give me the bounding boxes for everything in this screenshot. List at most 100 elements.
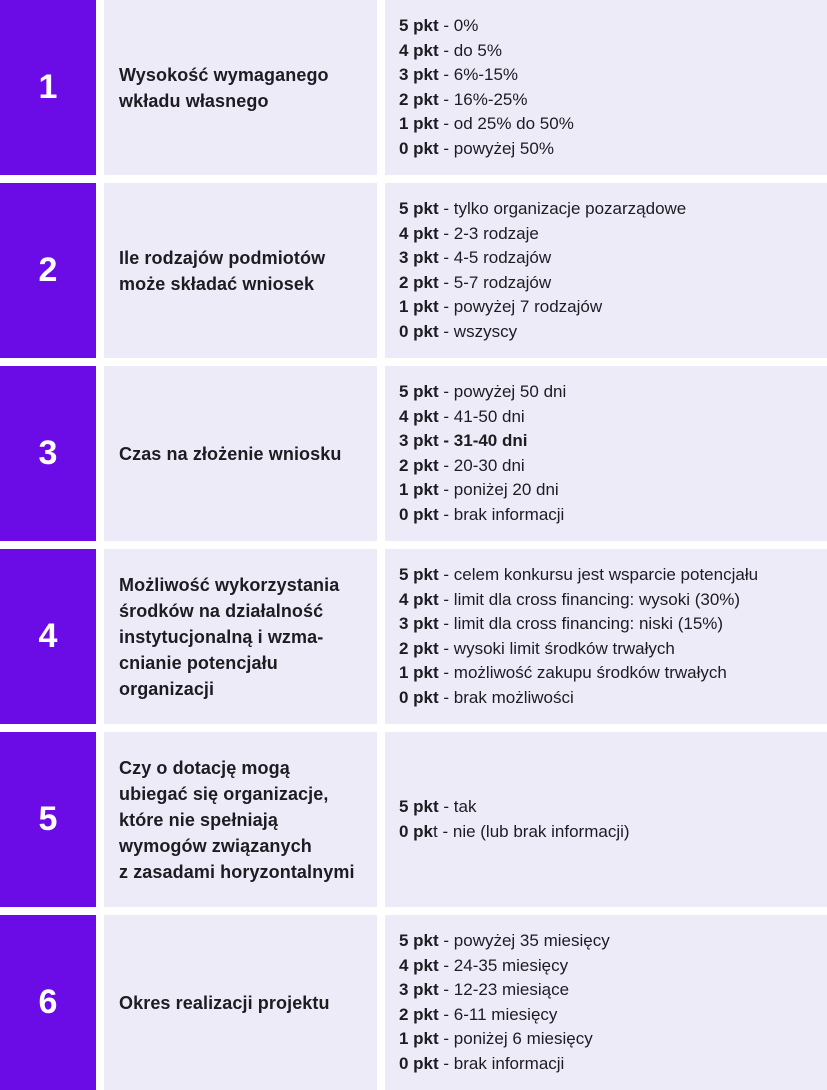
points-list: 5 pkt - powyżej 35 miesięcy 4 pkt - 24-3… [399,929,823,1076]
point-label: 2 pkt [399,1004,439,1024]
point-label: 3 pkt - 31-40 dni [399,431,528,450]
point-label: 3 pkt [399,614,439,633]
point-label: 3 pkt [399,248,439,267]
point-text: - limit dla cross financing: wysoki (30%… [438,589,741,609]
criterion-label: Czas na złożenie wniosku [119,443,342,464]
point-label: 0 pkt [399,687,439,707]
point-label: 5 pkt [399,931,439,950]
points-cell: 5 pkt - tak 0 pkt - nie (lub brak inform… [385,732,827,907]
row-number-cell: 5 [0,732,96,907]
point-text: - 6-11 miesięcy [438,1004,558,1024]
criterion-cell: Okres realizacji projektu [104,915,377,1090]
point-line: 1 pkt - poniżej 6 miesięcy [399,1027,823,1052]
point-line: 1 pkt - od 25% do 50% [399,112,823,137]
points-list: 5 pkt - 0% 4 pkt - do 5% 3 pkt - 6%-15% … [399,14,823,161]
point-line: 3 pkt - 31-40 dni [399,429,823,454]
point-text: - 6%-15% [438,65,519,84]
point-text: - powyżej 7 rodzajów [438,297,603,316]
point-label: 5 pkt [399,16,439,35]
point-text: - do 5% [438,40,502,60]
row-number: 2 [38,251,58,289]
point-label: 4 pkt [399,589,439,609]
point-text: - 20-30 dni [438,455,525,475]
row-number: 1 [38,68,58,106]
point-label: 4 pkt [399,223,439,243]
point-line: 3 pkt - 12-23 miesiące [399,978,823,1003]
point-text: - 5-7 rodzajów [438,272,552,292]
point-line: 3 pkt - limit dla cross financing: niski… [399,612,823,637]
point-label: 5 pkt [399,199,439,218]
point-text: - brak informacji [438,1053,565,1073]
point-text: - 12-23 miesiące [438,980,570,999]
points-cell: 5 pkt - 0% 4 pkt - do 5% 3 pkt - 6%-15% … [385,0,827,175]
point-text: - od 25% do 50% [438,114,574,133]
point-text: - powyżej 50% [438,138,554,158]
row-number: 4 [38,617,58,655]
point-line: 2 pkt - 5-7 rodzajów [399,271,823,296]
point-label: 0 pkt [399,138,439,158]
point-line: 3 pkt - 6%-15% [399,63,823,88]
point-line: 0 pkt - brak informacji [399,503,823,528]
point-text: - poniżej 6 miesięcy [438,1029,593,1048]
row-number: 6 [38,983,58,1021]
point-label: 3 pkt [399,980,439,999]
point-text: - brak możliwości [438,687,574,707]
criterion-label: Okres realizacji projektu [119,992,330,1013]
point-line: 4 pkt - limit dla cross financing: wysok… [399,588,823,613]
points-cell: 5 pkt - powyżej 50 dni 4 pkt - 41-50 dni… [385,366,827,541]
points-cell: 5 pkt - powyżej 35 miesięcy 4 pkt - 24-3… [385,915,827,1090]
row-number-cell: 1 [0,0,96,175]
point-text: - 4-5 rodzajów [438,248,552,267]
point-label: 1 pkt [399,297,439,316]
point-text: - powyżej 50 dni [438,382,567,401]
point-line: 4 pkt - 2-3 rodzaje [399,222,823,247]
point-line: 4 pkt - 24-35 miesięcy [399,954,823,979]
criterion-cell: Czy o dotację mogą ubiegać się organizac… [104,732,377,907]
point-text: - 24-35 miesięcy [438,955,569,975]
point-text: - poniżej 20 dni [438,480,559,499]
point-line: 3 pkt - 4-5 rodzajów [399,246,823,271]
point-text: - możliwość zakupu środków trwałych [438,663,727,682]
point-line: 0 pkt - brak informacji [399,1052,823,1077]
row-number-cell: 4 [0,549,96,724]
point-text: - wysoki limit środków trwałych [438,638,675,658]
point-line: 4 pkt - do 5% [399,39,823,64]
points-cell: 5 pkt - tylko organizacje pozarządowe 4 … [385,183,827,358]
point-label: 4 pkt [399,40,439,60]
point-text: - brak informacji [438,504,565,524]
point-label: 5 pkt [399,797,439,816]
row-number-cell: 3 [0,366,96,541]
points-list: 5 pkt - tylko organizacje pozarządowe 4 … [399,197,823,344]
point-line: 0 pkt - nie (lub brak informacji) [399,820,823,845]
row-number-cell: 2 [0,183,96,358]
points-cell: 5 pkt - celem konkursu jest wsparcie pot… [385,549,827,724]
row-number-cell: 6 [0,915,96,1090]
criterion-cell: Czas na złożenie wniosku [104,366,377,541]
point-text: - tak [438,797,477,816]
criterion-cell: Wysokość wymaganego wkładu własnego [104,0,377,175]
criterion-label: Czy o dotację mogą ubiegać się organizac… [119,757,355,882]
point-label: 0 pk [399,821,434,841]
point-text: - wszyscy [438,321,518,341]
point-label: 5 pkt [399,565,439,584]
point-label: 2 pkt [399,272,439,292]
point-label: 1 pkt [399,1029,439,1048]
criterion-cell: Ile rodzajów podmiotów może składać wnio… [104,183,377,358]
point-line: 0 pkt - brak możliwości [399,686,823,711]
point-line: 5 pkt - tylko organizacje pozarządowe [399,197,823,222]
criterion-label: Ile rodzajów podmiotów może składać wnio… [119,247,326,294]
point-text: - 16%-25% [438,89,528,109]
row-number: 5 [38,800,58,838]
point-line: 4 pkt - 41-50 dni [399,405,823,430]
criterion-label: Wysokość wymaganego wkładu własnego [119,64,329,111]
row-number: 3 [38,434,58,472]
point-line: 1 pkt - poniżej 20 dni [399,478,823,503]
point-label: 1 pkt [399,114,439,133]
points-list: 5 pkt - celem konkursu jest wsparcie pot… [399,563,823,710]
criterion-label: Możliwość wykorzystania środków na dział… [119,574,340,699]
point-label: 1 pkt [399,480,439,499]
point-text: t - nie (lub brak informacji) [433,821,630,841]
point-line: 2 pkt - wysoki limit środków trwałych [399,637,823,662]
point-line: 0 pkt - wszyscy [399,320,823,345]
